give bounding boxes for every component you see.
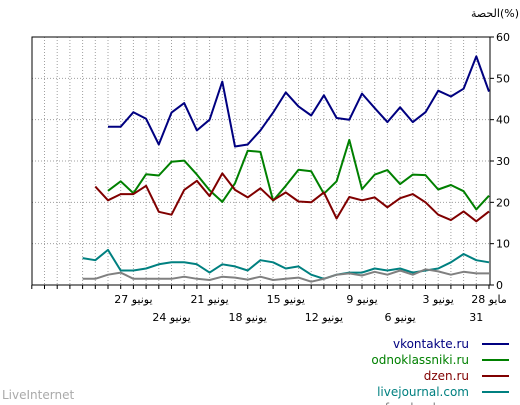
watermark-text: LiveInternet: [2, 388, 74, 402]
x-tick-label: 9 يونيو: [346, 293, 377, 306]
x-tick-label: 27 يونيو: [114, 293, 152, 306]
x-tick-label: 28 مايو: [471, 293, 507, 306]
series-line-1: [107, 138, 490, 211]
grid: [32, 37, 490, 285]
legend-label-1: odnoklassniki.ru: [371, 353, 469, 367]
series-line-2: [94, 172, 490, 223]
y-tick-label: 0: [496, 279, 503, 292]
series-lines: [82, 55, 490, 283]
y-tick-label: 40: [496, 114, 510, 127]
x-tick-label: 15 يونيو: [267, 293, 305, 306]
legend-label-4: facebook.com: [385, 401, 469, 405]
x-tick-label: 6 يونيو: [384, 311, 415, 324]
x-tick-label: 31: [469, 311, 483, 324]
x-tick-label: 24 يونيو: [152, 311, 190, 324]
x-tick-label: 12 يونيو: [305, 311, 343, 324]
x-tick-label: 18 يونيو: [229, 311, 267, 324]
legend-label-0: vkontakte.ru: [393, 337, 469, 351]
legend: vkontakte.ru odnoklassniki.ru dzen.ru livej…: [371, 337, 509, 405]
legend-label-3: livejournal.com: [377, 385, 469, 399]
y-tick-label: 60: [496, 31, 510, 44]
legend-label-2: dzen.ru: [424, 369, 469, 383]
y-tick-label: 30: [496, 155, 510, 168]
y-axis-label: الحصة(%): [471, 7, 519, 20]
y-tick-label: 10: [496, 238, 510, 251]
series-line-0: [108, 55, 490, 148]
y-axis-ticks: 0 10 20 30 40 50 60: [490, 31, 510, 292]
x-tick-label: 21 يونيو: [190, 293, 228, 306]
y-tick-label: 20: [496, 196, 510, 209]
series-line-4: [82, 268, 489, 283]
x-tick-label: 3 يونيو: [423, 293, 454, 306]
y-tick-label: 50: [496, 72, 510, 85]
